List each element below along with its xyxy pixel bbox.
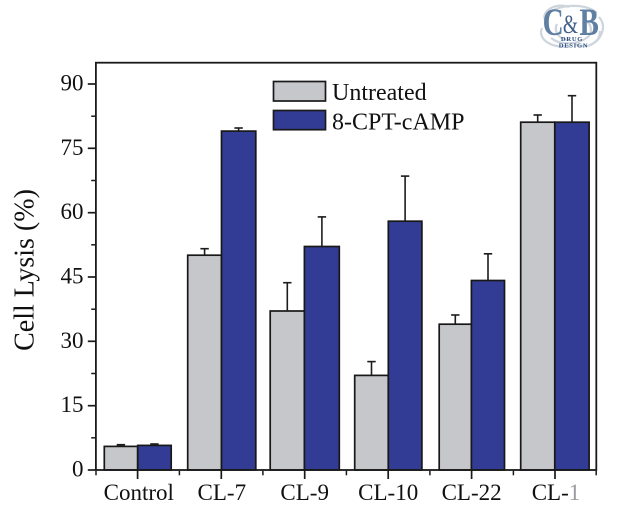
svg-text:0: 0 xyxy=(72,457,84,482)
svg-text:15: 15 xyxy=(61,392,84,417)
svg-text:Cell Lysis (%): Cell Lysis (%) xyxy=(10,189,41,351)
svg-text:60: 60 xyxy=(61,199,84,224)
svg-text:CL-9: CL-9 xyxy=(280,480,329,505)
svg-text:DESIGN: DESIGN xyxy=(559,43,588,50)
svg-text:CL-1: CL-1 xyxy=(532,480,581,505)
svg-text:Control: Control xyxy=(104,480,174,505)
svg-text:&: & xyxy=(563,10,578,38)
svg-text:CL-10: CL-10 xyxy=(358,480,418,505)
svg-text:Untreated: Untreated xyxy=(332,80,427,106)
svg-text:CL-22: CL-22 xyxy=(442,480,502,505)
svg-text:DRUG: DRUG xyxy=(561,36,583,43)
svg-text:C: C xyxy=(543,1,564,44)
svg-text:B: B xyxy=(579,1,599,44)
svg-text:CL-7: CL-7 xyxy=(198,480,247,505)
svg-text:75: 75 xyxy=(61,135,84,160)
svg-text:45: 45 xyxy=(61,264,84,289)
svg-text:30: 30 xyxy=(61,328,84,353)
svg-text:90: 90 xyxy=(61,71,84,96)
svg-text:8-CPT-cAMP: 8-CPT-cAMP xyxy=(332,109,464,135)
